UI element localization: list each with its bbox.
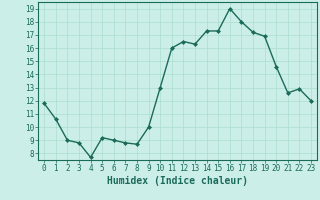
X-axis label: Humidex (Indice chaleur): Humidex (Indice chaleur)	[107, 176, 248, 186]
